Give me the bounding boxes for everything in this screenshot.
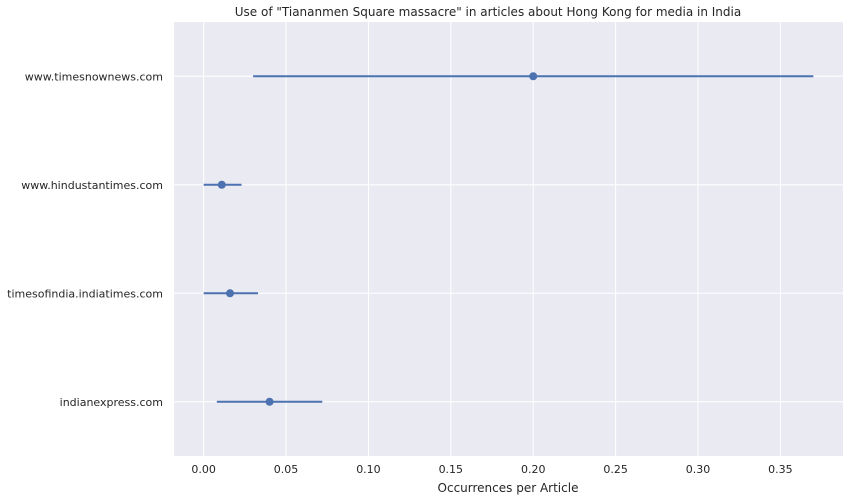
x-tick-label: 0.20	[521, 463, 546, 476]
x-grid	[203, 22, 781, 456]
y-tick-label: www.hindustantimes.com	[21, 179, 163, 192]
x-tick-label: 0.05	[274, 463, 299, 476]
plot-area	[174, 22, 843, 456]
x-tick-label: 0.35	[768, 463, 793, 476]
data-point	[265, 397, 274, 406]
x-tick-label: 0.00	[191, 463, 216, 476]
x-tick-labels: 0.00 0.05 0.10 0.15 0.20 0.25 0.30 0.35	[191, 463, 792, 476]
data-point	[226, 289, 235, 298]
y-tick-label: indianexpress.com	[60, 396, 163, 409]
x-tick-label: 0.10	[356, 463, 381, 476]
y-tick-label: timesofindia.indiatimes.com	[7, 287, 163, 300]
x-tick-label: 0.15	[439, 463, 464, 476]
x-tick-label: 0.25	[603, 463, 628, 476]
data-point	[217, 180, 226, 189]
x-axis-label: Occurrences per Article	[438, 481, 579, 495]
x-tick-label: 0.30	[686, 463, 711, 476]
data-marks	[203, 72, 814, 406]
chart-title: Use of "Tiananmen Square massacre" in ar…	[235, 5, 741, 19]
data-point	[529, 72, 538, 81]
y-tick-label: www.timesnownews.com	[25, 70, 163, 83]
y-tick-labels: www.timesnownews.com www.hindustantimes.c…	[7, 70, 163, 409]
